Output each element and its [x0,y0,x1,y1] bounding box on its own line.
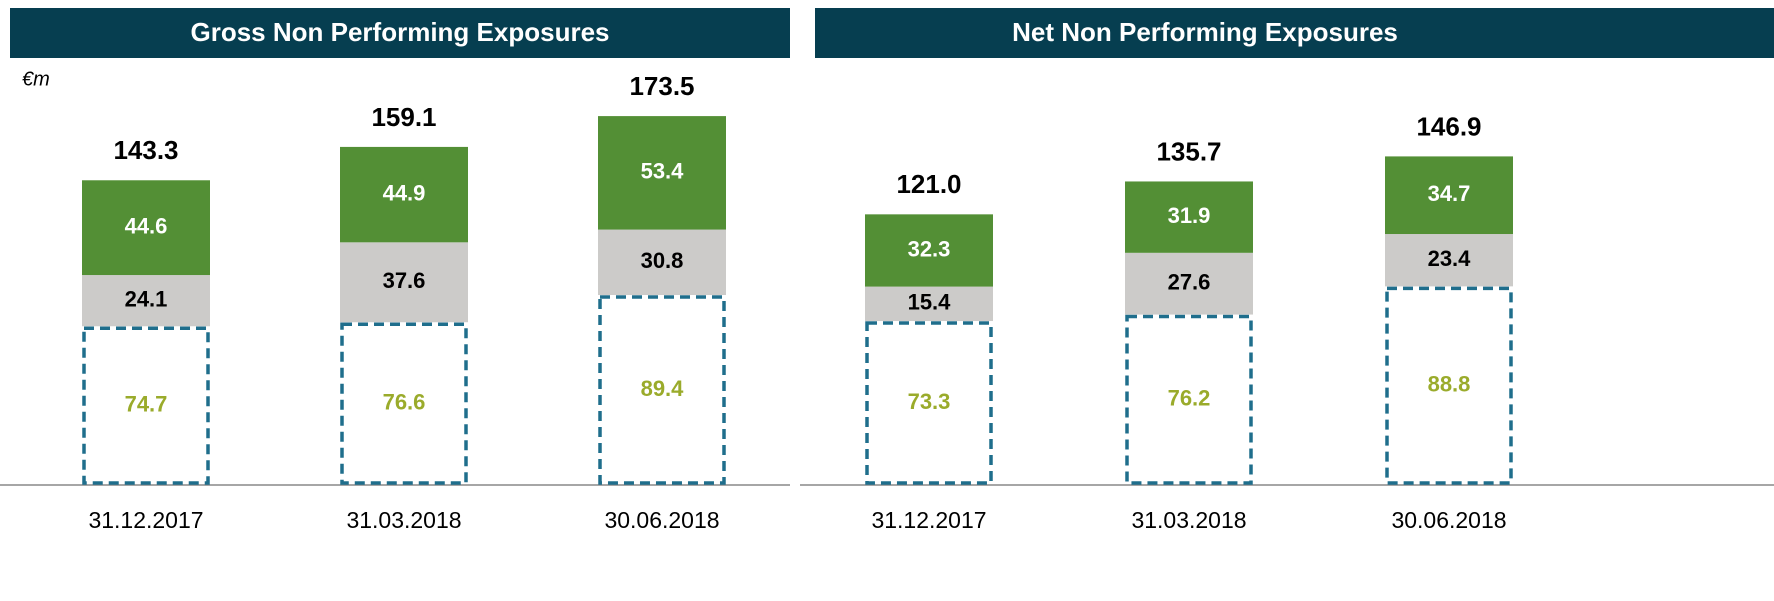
bar-segment [1125,181,1253,253]
bar-segment [340,322,468,485]
value-label: 89.4 [641,376,685,401]
value-label: 44.6 [125,213,168,238]
x-tick-label: 30.06.2018 [604,507,719,533]
value-label: 76.2 [1168,386,1211,411]
total-label: 159.1 [371,102,436,132]
bar-segment [598,229,726,296]
total-label: 143.3 [113,135,178,165]
value-label: 23.4 [1428,246,1472,271]
x-tick-label: 31.12.2017 [871,507,986,533]
bar-segment [1385,234,1513,287]
panel-header [10,8,790,58]
panel-title: Net Non Performing Exposures [1012,17,1398,47]
x-tick-label: 31.03.2018 [346,507,461,533]
value-label: 32.3 [908,236,951,261]
value-label: 27.6 [1168,269,1211,294]
value-label: 44.9 [383,180,426,205]
value-label: 76.6 [383,389,426,414]
total-label: 135.7 [1156,136,1221,166]
bar-segment [865,214,993,287]
value-label: 73.3 [908,389,951,414]
bar-segment [865,321,993,485]
value-label: 30.8 [641,248,684,273]
bar-segment [340,242,468,323]
value-label: 24.1 [125,286,168,311]
panel-header [815,8,1774,58]
total-label: 146.9 [1416,111,1481,141]
value-label: 53.4 [641,159,685,184]
value-label: 74.7 [125,391,168,416]
x-tick-label: 30.06.2018 [1391,507,1506,533]
bar-segment [1385,286,1513,485]
bar-segment [82,326,210,485]
bar-segment [865,286,993,322]
unit-label: €m [22,68,50,90]
value-label: 88.8 [1428,371,1471,396]
x-tick-label: 31.03.2018 [1131,507,1246,533]
bar-segment [1385,156,1513,235]
bar-segment [82,275,210,327]
panel-title: Gross Non Performing Exposures [191,17,610,47]
value-label: 31.9 [1168,203,1211,228]
x-tick-label: 31.12.2017 [88,507,203,533]
value-label: 15.4 [908,290,952,315]
bar-segment [1125,252,1253,315]
bar-segment [340,146,468,243]
bar-segment [1125,314,1253,485]
total-label: 173.5 [629,71,694,101]
bar-segment [598,116,726,230]
value-label: 34.7 [1428,181,1471,206]
bar-segment [598,295,726,485]
bar-segment [82,180,210,276]
value-label: 37.6 [383,268,426,293]
total-label: 121.0 [896,169,961,199]
